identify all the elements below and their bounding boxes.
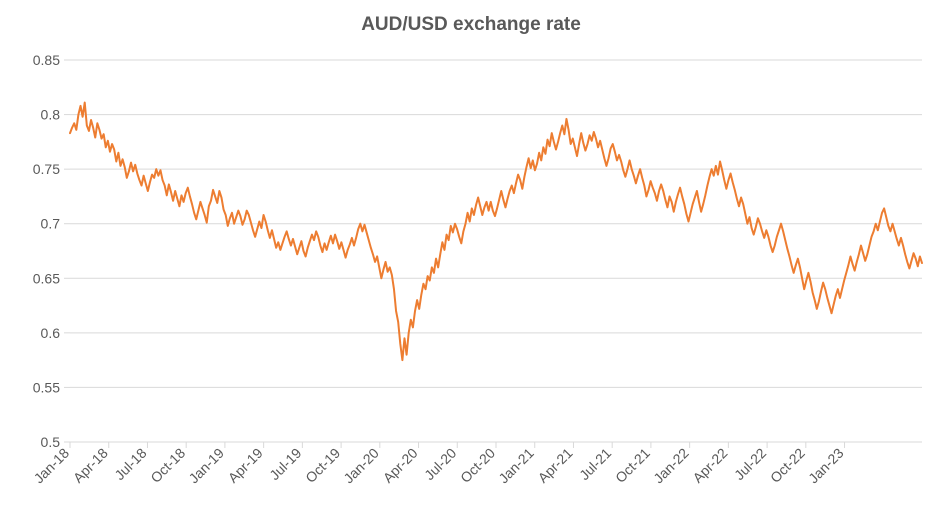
y-tick-label: 0.8 <box>41 107 61 123</box>
x-tick-label: Apr-22 <box>689 445 730 486</box>
x-tick-label: Jan-20 <box>340 445 382 487</box>
x-tick-label: Jul-20 <box>421 445 459 483</box>
chart-svg: 0.50.550.60.650.70.750.80.85Jan-18Apr-18… <box>0 0 942 532</box>
x-tick-label: Apr-20 <box>380 445 421 486</box>
x-tick-label: Jan-19 <box>185 445 227 487</box>
x-tick-label: Oct-20 <box>457 445 498 486</box>
x-tick-label: Jul-19 <box>266 445 304 483</box>
y-tick-label: 0.75 <box>33 161 60 177</box>
x-tick-label: Oct-21 <box>612 445 653 486</box>
chart-title: AUD/USD exchange rate <box>0 14 942 36</box>
y-tick-label: 0.6 <box>41 325 61 341</box>
x-tick-label: Oct-22 <box>767 445 808 486</box>
x-tick-label: Jan-22 <box>650 445 692 487</box>
x-tick-label: Apr-19 <box>225 445 266 486</box>
x-tick-label: Oct-19 <box>302 445 343 486</box>
x-tick-label: Jan-21 <box>495 445 537 487</box>
x-tick-label: Jan-23 <box>805 445 847 487</box>
y-tick-label: 0.55 <box>33 379 60 395</box>
y-tick-label: 0.65 <box>33 270 60 286</box>
x-tick-label: Jan-18 <box>31 445 73 487</box>
chart-container: AUD/USD exchange rate 0.50.550.60.650.70… <box>0 0 942 532</box>
x-tick-label: Apr-18 <box>70 445 111 486</box>
x-tick-label: Jul-21 <box>576 445 614 483</box>
x-tick-label: Jul-22 <box>731 445 769 483</box>
x-tick-label: Apr-21 <box>535 445 576 486</box>
x-tick-label: Oct-18 <box>147 445 188 486</box>
series-line <box>70 103 922 361</box>
y-tick-label: 0.7 <box>41 216 61 232</box>
y-tick-label: 0.85 <box>33 52 60 68</box>
x-tick-label: Jul-18 <box>111 445 149 483</box>
